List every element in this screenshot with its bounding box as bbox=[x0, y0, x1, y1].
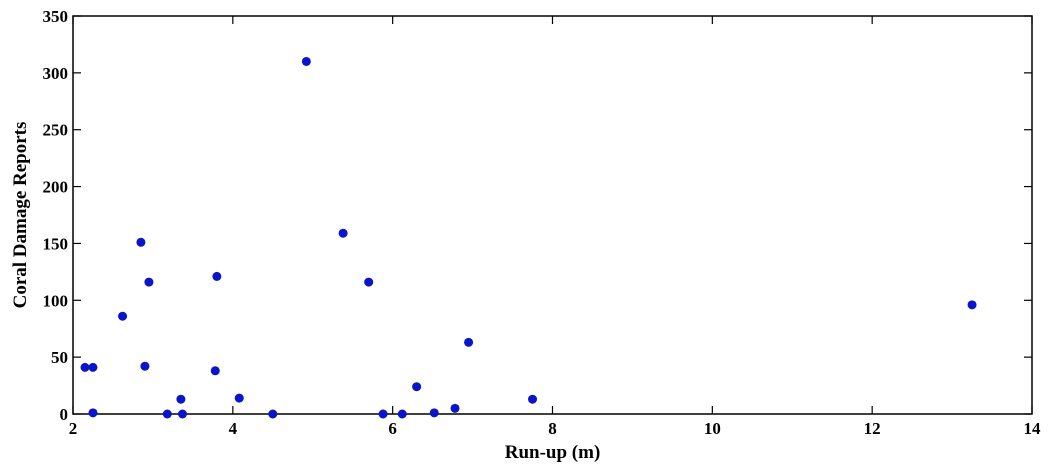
data-point-17 bbox=[378, 409, 388, 419]
y-tick-label: 350 bbox=[43, 7, 69, 26]
y-tick-label: 300 bbox=[43, 64, 69, 83]
data-point-5 bbox=[140, 361, 150, 371]
data-points bbox=[80, 56, 977, 419]
data-point-15 bbox=[338, 228, 348, 238]
data-point-20 bbox=[429, 408, 439, 418]
data-point-13 bbox=[268, 409, 278, 419]
y-tick-label: 100 bbox=[43, 291, 69, 310]
data-point-16 bbox=[364, 277, 374, 287]
x-tick-label: 10 bbox=[704, 419, 721, 438]
y-axis-label: Coral Damage Reports bbox=[10, 122, 31, 309]
data-point-8 bbox=[176, 394, 186, 404]
axis-tick-labels: 2 4 6 8 10 12 14 0 50 100 150 200 250 300 350 bbox=[43, 7, 1042, 438]
data-point-9 bbox=[177, 409, 187, 419]
data-point-3 bbox=[118, 311, 128, 321]
data-point-7 bbox=[162, 409, 172, 419]
y-tick-label: 150 bbox=[43, 234, 69, 253]
data-point-11 bbox=[212, 271, 222, 281]
data-point-21 bbox=[450, 403, 460, 413]
x-tick-label: 14 bbox=[1024, 419, 1042, 438]
data-point-10 bbox=[210, 366, 220, 376]
data-point-22 bbox=[464, 337, 474, 347]
data-point-18 bbox=[397, 409, 407, 419]
y-tick-label: 200 bbox=[43, 178, 69, 197]
y-tick-label: 50 bbox=[51, 348, 68, 367]
y-tick-label: 0 bbox=[60, 405, 69, 424]
data-point-14 bbox=[301, 56, 311, 66]
x-tick-label: 2 bbox=[69, 419, 78, 438]
x-tick-label: 12 bbox=[864, 419, 881, 438]
data-point-2 bbox=[88, 408, 98, 418]
data-point-23 bbox=[528, 394, 538, 404]
data-point-24 bbox=[967, 300, 977, 310]
plot-area-frame bbox=[72, 15, 1033, 415]
data-point-1 bbox=[88, 362, 98, 372]
data-point-6 bbox=[144, 277, 154, 287]
x-axis-label: Run-up (m) bbox=[505, 442, 601, 463]
data-point-0 bbox=[80, 362, 90, 372]
data-point-4 bbox=[136, 237, 146, 247]
data-point-12 bbox=[234, 393, 244, 403]
x-tick-label: 4 bbox=[229, 419, 238, 438]
x-tick-label: 8 bbox=[548, 419, 557, 438]
x-tick-label: 6 bbox=[388, 419, 397, 438]
y-tick-label: 250 bbox=[43, 121, 69, 140]
axis-ticks bbox=[72, 15, 1033, 415]
data-point-19 bbox=[412, 382, 422, 392]
